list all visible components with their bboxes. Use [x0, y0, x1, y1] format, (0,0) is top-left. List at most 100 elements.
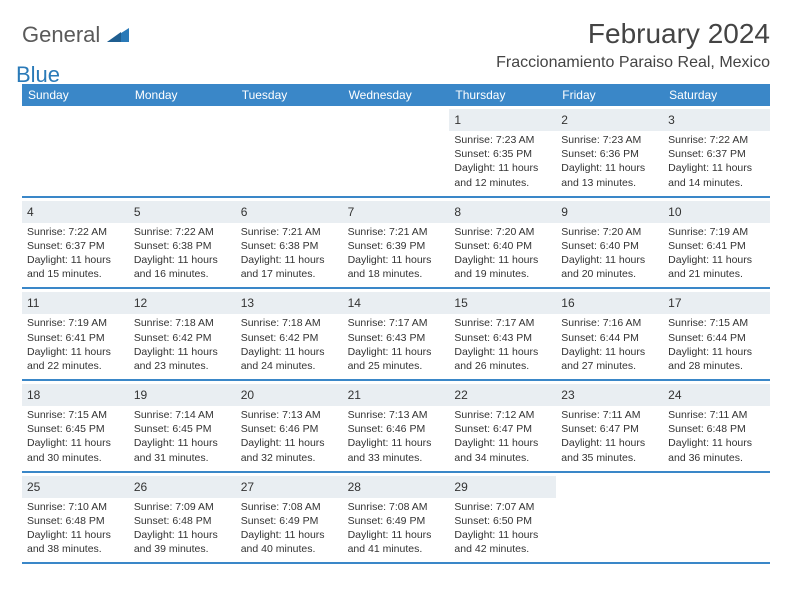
sunset-text: Sunset: 6:40 PM [454, 239, 551, 253]
day-number-row: 18 [22, 384, 129, 406]
day-body: Sunrise: 7:21 AMSunset: 6:38 PMDaylight:… [241, 225, 338, 282]
day-number-row: 17 [663, 292, 770, 314]
day-number: 20 [241, 388, 254, 402]
week-row: 4Sunrise: 7:22 AMSunset: 6:37 PMDaylight… [22, 198, 770, 290]
day-number: 23 [561, 388, 574, 402]
logo-text-blue: Blue [16, 62, 60, 87]
sunrise-text: Sunrise: 7:13 AM [348, 408, 445, 422]
sunrise-text: Sunrise: 7:11 AM [668, 408, 765, 422]
daylight-text: Daylight: 11 hours and 36 minutes. [668, 436, 765, 464]
day-cell [129, 106, 236, 196]
day-body: Sunrise: 7:23 AMSunset: 6:35 PMDaylight:… [454, 133, 551, 190]
weekday-header: Friday [556, 84, 663, 106]
day-cell [22, 106, 129, 196]
daylight-text: Daylight: 11 hours and 14 minutes. [668, 161, 765, 189]
sunrise-text: Sunrise: 7:10 AM [27, 500, 124, 514]
day-body: Sunrise: 7:12 AMSunset: 6:47 PMDaylight:… [454, 408, 551, 465]
sunset-text: Sunset: 6:38 PM [134, 239, 231, 253]
day-cell: 21Sunrise: 7:13 AMSunset: 6:46 PMDayligh… [343, 381, 450, 471]
day-number: 13 [241, 296, 254, 310]
logo: General Blue [22, 22, 129, 74]
sunset-text: Sunset: 6:35 PM [454, 147, 551, 161]
sunset-text: Sunset: 6:44 PM [561, 331, 658, 345]
day-cell: 19Sunrise: 7:14 AMSunset: 6:45 PMDayligh… [129, 381, 236, 471]
day-cell: 11Sunrise: 7:19 AMSunset: 6:41 PMDayligh… [22, 289, 129, 379]
day-body: Sunrise: 7:13 AMSunset: 6:46 PMDaylight:… [241, 408, 338, 465]
day-number-row [343, 109, 450, 113]
day-number: 21 [348, 388, 361, 402]
day-body: Sunrise: 7:23 AMSunset: 6:36 PMDaylight:… [561, 133, 658, 190]
daylight-text: Daylight: 11 hours and 41 minutes. [348, 528, 445, 556]
day-body: Sunrise: 7:14 AMSunset: 6:45 PMDaylight:… [134, 408, 231, 465]
day-body: Sunrise: 7:11 AMSunset: 6:47 PMDaylight:… [561, 408, 658, 465]
day-number: 18 [27, 388, 40, 402]
day-cell: 5Sunrise: 7:22 AMSunset: 6:38 PMDaylight… [129, 198, 236, 288]
day-number-row [129, 109, 236, 113]
day-cell: 23 Sunrise: 7:11 AMSunset: 6:47 PMDayligh… [556, 381, 663, 471]
day-number: 12 [134, 296, 147, 310]
day-number: 2 [561, 113, 568, 127]
day-cell: 22 Sunrise: 7:12 AMSunset: 6:47 PMDayligh… [449, 381, 556, 471]
day-cell [556, 473, 663, 563]
daylight-text: Daylight: 11 hours and 20 minutes. [561, 253, 658, 281]
sunrise-text: Sunrise: 7:11 AM [561, 408, 658, 422]
day-number-row: 9 [556, 201, 663, 223]
day-body: Sunrise: 7:20 AMSunset: 6:40 PMDaylight:… [454, 225, 551, 282]
day-cell: 26Sunrise: 7:09 AMSunset: 6:48 PMDayligh… [129, 473, 236, 563]
daylight-text: Daylight: 11 hours and 19 minutes. [454, 253, 551, 281]
daylight-text: Daylight: 11 hours and 16 minutes. [134, 253, 231, 281]
header: General Blue February 2024 Fraccionamien… [22, 18, 770, 78]
title-block: February 2024 Fraccionamiento Paraiso Re… [496, 18, 770, 78]
daylight-text: Daylight: 11 hours and 30 minutes. [27, 436, 124, 464]
day-body: Sunrise: 7:16 AMSunset: 6:44 PMDaylight:… [561, 316, 658, 373]
sunset-text: Sunset: 6:48 PM [27, 514, 124, 528]
day-body: Sunrise: 7:08 AMSunset: 6:49 PMDaylight:… [241, 500, 338, 557]
weekday-header: Wednesday [343, 84, 450, 106]
week-row: 11Sunrise: 7:19 AMSunset: 6:41 PMDayligh… [22, 289, 770, 381]
sunrise-text: Sunrise: 7:22 AM [134, 225, 231, 239]
weekday-header: Tuesday [236, 84, 343, 106]
sunrise-text: Sunrise: 7:16 AM [561, 316, 658, 330]
day-cell: 12Sunrise: 7:18 AMSunset: 6:42 PMDayligh… [129, 289, 236, 379]
day-number: 17 [668, 296, 681, 310]
sunset-text: Sunset: 6:37 PM [27, 239, 124, 253]
sunset-text: Sunset: 6:36 PM [561, 147, 658, 161]
day-cell: 1Sunrise: 7:23 AMSunset: 6:35 PMDaylight… [449, 106, 556, 196]
day-body: Sunrise: 7:15 AMSunset: 6:45 PMDaylight:… [27, 408, 124, 465]
sunrise-text: Sunrise: 7:22 AM [27, 225, 124, 239]
sunset-text: Sunset: 6:45 PM [27, 422, 124, 436]
sunrise-text: Sunrise: 7:19 AM [27, 316, 124, 330]
day-body: Sunrise: 7:11 AMSunset: 6:48 PMDaylight:… [668, 408, 765, 465]
day-body: Sunrise: 7:22 AMSunset: 6:38 PMDaylight:… [134, 225, 231, 282]
day-body: Sunrise: 7:21 AMSunset: 6:39 PMDaylight:… [348, 225, 445, 282]
day-number-row: 24 [663, 384, 770, 406]
daylight-text: Daylight: 11 hours and 34 minutes. [454, 436, 551, 464]
sunrise-text: Sunrise: 7:22 AM [668, 133, 765, 147]
day-cell: 2 Sunrise: 7:23 AMSunset: 6:36 PMDaylight… [556, 106, 663, 196]
sunrise-text: Sunrise: 7:15 AM [668, 316, 765, 330]
day-cell: 16 Sunrise: 7:16 AMSunset: 6:44 PMDayligh… [556, 289, 663, 379]
day-number-row: 26 [129, 476, 236, 498]
daylight-text: Daylight: 11 hours and 24 minutes. [241, 345, 338, 373]
day-number-row: 21 [343, 384, 450, 406]
weekday-header-row: Sunday Monday Tuesday Wednesday Thursday… [22, 84, 770, 106]
daylight-text: Daylight: 11 hours and 21 minutes. [668, 253, 765, 281]
day-number: 4 [27, 205, 34, 219]
sunset-text: Sunset: 6:48 PM [668, 422, 765, 436]
day-number-row: 2 [556, 109, 663, 131]
sunset-text: Sunset: 6:45 PM [134, 422, 231, 436]
sunset-text: Sunset: 6:41 PM [668, 239, 765, 253]
day-cell: 10Sunrise: 7:19 AMSunset: 6:41 PMDayligh… [663, 198, 770, 288]
day-body: Sunrise: 7:15 AMSunset: 6:44 PMDaylight:… [668, 316, 765, 373]
logo-text-general: General [22, 22, 100, 47]
day-number: 3 [668, 113, 675, 127]
day-cell: 4Sunrise: 7:22 AMSunset: 6:37 PMDaylight… [22, 198, 129, 288]
daylight-text: Daylight: 11 hours and 22 minutes. [27, 345, 124, 373]
weekday-header: Monday [129, 84, 236, 106]
day-number-row: 25 [22, 476, 129, 498]
sunrise-text: Sunrise: 7:20 AM [561, 225, 658, 239]
day-cell: 20 Sunrise: 7:13 AMSunset: 6:46 PMDayligh… [236, 381, 343, 471]
day-number: 22 [454, 388, 467, 402]
day-number-row: 19 [129, 384, 236, 406]
day-number: 16 [561, 296, 574, 310]
